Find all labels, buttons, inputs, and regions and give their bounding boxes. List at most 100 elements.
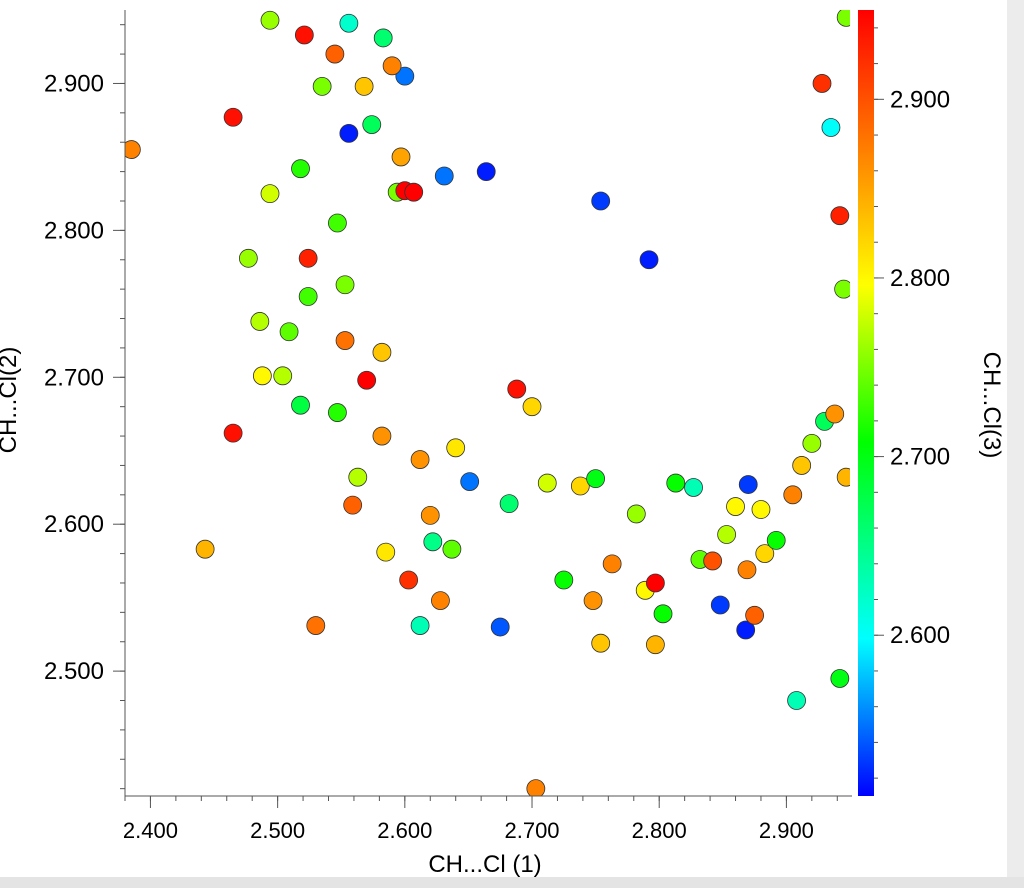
scatter-point <box>639 250 659 270</box>
scatter-point <box>755 544 775 563</box>
scatter-point <box>260 184 280 204</box>
scatter-point <box>645 573 665 593</box>
scatter-point <box>312 76 332 96</box>
scatter-point <box>339 124 359 143</box>
scatter-point <box>434 166 454 186</box>
scatter-point <box>751 500 771 519</box>
scatter-point <box>666 473 686 493</box>
scatter-point <box>125 140 141 159</box>
scatter-point <box>298 248 318 268</box>
scatter-point <box>586 469 606 489</box>
scatter-point <box>834 279 850 299</box>
scatter-point <box>738 475 758 494</box>
scatter-point <box>830 669 850 688</box>
scatter-point <box>787 691 806 710</box>
scatter-point <box>410 450 430 469</box>
scatter-point <box>357 370 377 390</box>
x-tick-label: 2.500 <box>250 818 305 843</box>
scatter-point <box>570 476 590 496</box>
scatter-point <box>343 495 363 515</box>
scatter-point <box>348 467 368 487</box>
scatter-point <box>726 497 745 516</box>
scatter-point <box>372 426 392 446</box>
scatter-point <box>745 605 765 625</box>
scatter-point <box>252 366 272 386</box>
scatter-point <box>526 779 546 796</box>
scatter-point <box>821 118 841 137</box>
scatter-point <box>223 107 243 127</box>
scatter-point <box>836 467 850 487</box>
scatter-point <box>298 287 318 306</box>
scatter-point <box>325 44 345 64</box>
colorbar-label: CH...Cl(3) <box>978 352 1005 459</box>
scatter-point <box>328 213 347 233</box>
scatter-point <box>537 473 557 493</box>
scatter-point <box>736 620 756 640</box>
scatter-point <box>250 312 270 331</box>
scatter-point <box>291 395 310 415</box>
data-points <box>125 10 850 796</box>
x-tick-label: 2.900 <box>759 818 814 843</box>
colorbar <box>858 10 874 796</box>
scatter-point <box>306 616 326 635</box>
x-axis-label: CH...Cl (1) <box>428 851 541 878</box>
scatter-point <box>591 191 611 211</box>
scatter-point <box>507 379 527 399</box>
scatter-point <box>830 206 850 226</box>
scatter-point <box>354 76 374 96</box>
y-tick-label: 2.700 <box>44 364 104 391</box>
scatter-point <box>362 115 382 134</box>
scatter-point <box>460 472 480 492</box>
scatter-point <box>703 551 723 571</box>
y-tick-label: 2.600 <box>44 511 104 538</box>
scatter-point <box>404 182 424 202</box>
scatter-point <box>294 25 314 45</box>
scatter-point <box>223 423 243 443</box>
y-axis-label: CH...Cl(2) <box>0 347 22 454</box>
window-edge-strip <box>1007 0 1024 888</box>
scatter-point <box>522 397 542 417</box>
colorbar-ticks: 2.600 2.700 2.800 2.900 <box>874 27 950 779</box>
scatter-point <box>490 617 510 637</box>
colorbar-tick-label: 2.900 <box>890 86 950 113</box>
scatter-point <box>382 56 402 76</box>
scatter-point <box>783 485 803 505</box>
y-tick-label: 2.800 <box>44 217 104 244</box>
scatter-point <box>410 616 430 635</box>
scatter-point <box>802 434 822 453</box>
axes <box>124 10 852 797</box>
x-tick-label: 2.600 <box>377 818 432 843</box>
scatter-point <box>792 456 812 475</box>
scatter-point <box>395 66 415 86</box>
colorbar-tick-label: 2.700 <box>890 444 950 471</box>
scatter-point <box>591 633 611 653</box>
x-tick-label: 2.800 <box>632 818 687 843</box>
scatter-point <box>335 275 355 295</box>
scatter-point <box>423 532 443 552</box>
scatter-point <box>373 28 393 48</box>
scatter-point <box>825 404 845 424</box>
scatter-point <box>279 322 299 342</box>
scatter-point <box>376 542 396 562</box>
scatter-point <box>442 539 462 559</box>
scatter-point <box>339 13 359 33</box>
scatter-point <box>836 10 850 27</box>
scatter-point <box>710 595 730 615</box>
scatter-point <box>391 147 411 167</box>
scatter-point <box>626 504 646 524</box>
x-tick-label: 2.700 <box>504 818 559 843</box>
scatter-point <box>328 403 347 422</box>
scatter-point <box>717 525 737 544</box>
scatter-point <box>812 74 832 93</box>
window-bottom-strip <box>0 877 1024 888</box>
y-axis-ticks: 2.500 2.600 2.700 2.800 2.900 <box>44 24 125 790</box>
x-axis-ticks: 2.400 2.500 2.600 2.700 2.800 2.900 <box>123 796 838 843</box>
scatter-point <box>372 342 392 362</box>
scatter-point <box>195 539 215 559</box>
scatter-point <box>431 591 450 611</box>
scatter-point <box>583 591 603 611</box>
scatter-point <box>291 159 310 179</box>
scatter-point <box>602 554 622 574</box>
scatter-point <box>260 10 280 30</box>
scatter-point <box>499 494 519 514</box>
